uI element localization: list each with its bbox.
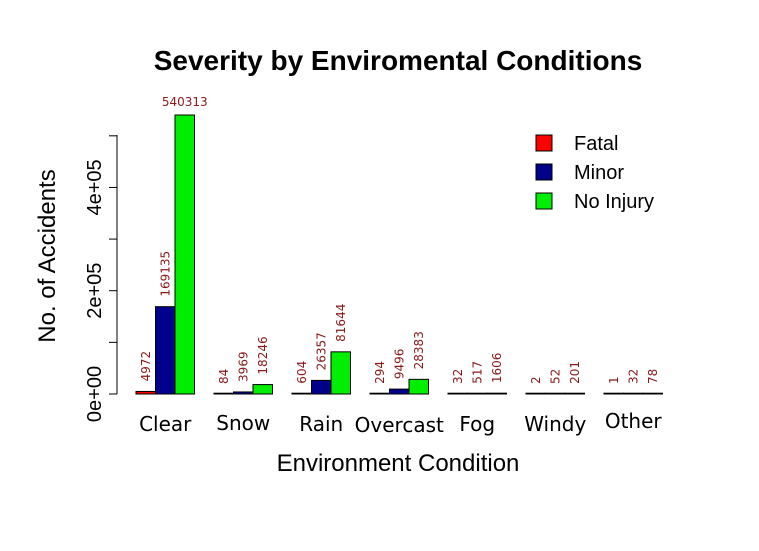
data-label: 2 xyxy=(529,376,543,384)
data-label: 169135 xyxy=(158,251,172,297)
bar-rain-no-injury xyxy=(330,351,351,395)
x-tick-label: Fog xyxy=(459,412,495,436)
data-label: 28383 xyxy=(412,331,426,369)
x-tick-label: Rain xyxy=(299,412,343,436)
bar-fog-fatal xyxy=(447,392,468,395)
data-label: 604 xyxy=(295,361,309,384)
bar-overcast-fatal xyxy=(369,392,390,395)
bar-clear-no-injury xyxy=(174,114,195,395)
bar-overcast-minor xyxy=(389,388,410,395)
bar-snow-fatal xyxy=(213,392,234,395)
x-axis-title: Environment Condition xyxy=(277,450,520,477)
bar-rain-minor xyxy=(311,379,332,395)
bar-windy-no-injury xyxy=(564,392,585,395)
bar-fog-no-injury xyxy=(486,392,507,395)
x-tick-label: Other xyxy=(605,409,663,433)
data-label: 78 xyxy=(646,369,660,384)
bar-overcast-no-injury xyxy=(408,378,429,395)
bar-other-minor xyxy=(623,392,644,395)
data-label: 1 xyxy=(607,376,621,384)
y-axis-title: No. of Accidents xyxy=(34,169,61,342)
legend-swatch xyxy=(535,134,553,152)
x-tick-label: Snow xyxy=(216,411,270,435)
y-axis: 0e+00 2e+05 4e+05 xyxy=(84,135,118,422)
y-tick-label: 2e+05 xyxy=(84,263,106,319)
legend-swatch xyxy=(535,192,553,210)
data-label: 18246 xyxy=(256,336,270,374)
data-label: 517 xyxy=(470,361,484,384)
data-label: 9496 xyxy=(392,349,406,380)
bar-other-no-injury xyxy=(642,392,663,395)
legend-label: Minor xyxy=(574,162,624,184)
data-label: 32 xyxy=(451,369,465,384)
bar-clear-minor xyxy=(155,306,176,395)
y-tick-label: 0e+00 xyxy=(84,366,106,422)
y-tick-label: 4e+05 xyxy=(84,159,106,215)
bar-snow-no-injury xyxy=(252,384,273,395)
data-label: 32 xyxy=(626,369,640,384)
chart-title: Severity by Enviromental Conditions xyxy=(154,45,643,76)
data-label: 52 xyxy=(548,369,562,384)
data-label: 294 xyxy=(373,361,387,384)
data-label: 84 xyxy=(217,369,231,384)
legend-label: Fatal xyxy=(574,133,618,155)
bar-fog-minor xyxy=(467,392,488,395)
data-label: 26357 xyxy=(314,332,328,370)
legend: Fatal Minor No Injury xyxy=(535,133,654,213)
bars xyxy=(135,114,663,395)
data-label: 540313 xyxy=(162,95,208,109)
bar-clear-fatal xyxy=(135,390,156,395)
bar-windy-minor xyxy=(545,392,566,395)
bar-windy-fatal xyxy=(525,392,546,395)
data-labels: 4972 169135 540313 84 3969 18246 604 26357 81644… xyxy=(139,95,660,384)
legend-label: No Injury xyxy=(574,191,654,213)
data-label: 201 xyxy=(568,361,582,384)
x-axis-labels: Clear Snow Rain Overcast Fog Windy Other xyxy=(139,409,662,437)
bar-other-fatal xyxy=(603,392,624,395)
bar-snow-minor xyxy=(233,391,254,395)
x-tick-label: Overcast xyxy=(355,413,444,437)
x-tick-label: Clear xyxy=(139,412,192,436)
data-label: 1606 xyxy=(490,353,504,384)
data-label: 81644 xyxy=(334,304,348,342)
legend-swatch xyxy=(535,163,553,181)
bar-rain-fatal xyxy=(291,392,312,395)
data-label: 4972 xyxy=(139,351,153,382)
x-tick-label: Windy xyxy=(524,412,586,436)
data-label: 3969 xyxy=(236,351,250,382)
